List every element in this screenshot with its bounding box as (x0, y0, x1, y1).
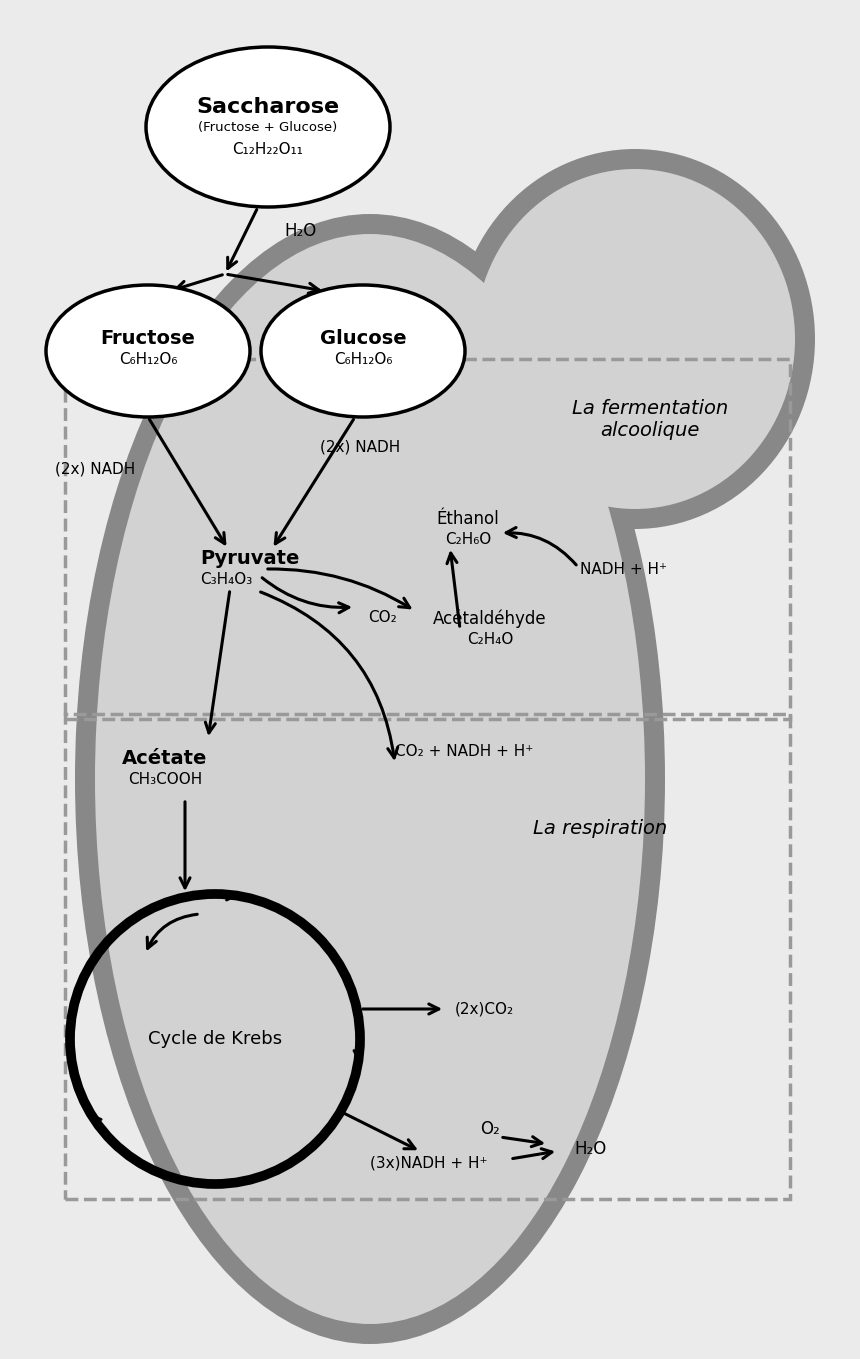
Text: Cycle de Krebs: Cycle de Krebs (148, 1030, 282, 1048)
Text: (2x) NADH: (2x) NADH (55, 462, 135, 477)
Text: (Fructose + Glucose): (Fructose + Glucose) (199, 121, 338, 133)
Ellipse shape (46, 285, 250, 417)
Text: CO₂: CO₂ (368, 609, 396, 625)
Text: CH₃COOH: CH₃COOH (128, 772, 202, 787)
Text: C₂H₄O: C₂H₄O (467, 632, 513, 647)
Text: Saccharose: Saccharose (196, 96, 340, 117)
Text: C₂H₆O: C₂H₆O (445, 531, 491, 546)
Text: C₃H₄O₃: C₃H₄O₃ (200, 572, 252, 587)
Ellipse shape (95, 234, 645, 1324)
Text: H₂O: H₂O (284, 222, 316, 241)
Ellipse shape (475, 169, 795, 510)
Text: Glucose: Glucose (320, 329, 406, 348)
Text: Fructose: Fructose (101, 329, 195, 348)
Bar (65, 713, 790, 1199)
Text: Pyruvate: Pyruvate (200, 549, 299, 568)
Text: (2x)CO₂: (2x)CO₂ (455, 1002, 514, 1017)
Text: NADH + H⁺: NADH + H⁺ (580, 561, 667, 576)
Text: (3x)NADH + H⁺: (3x)NADH + H⁺ (370, 1155, 488, 1170)
Text: C₆H₁₂O₆: C₆H₁₂O₆ (334, 352, 392, 367)
Text: C₆H₁₂O₆: C₆H₁₂O₆ (119, 352, 177, 367)
Text: La respiration: La respiration (533, 819, 667, 839)
Ellipse shape (146, 48, 390, 207)
Text: CO₂ + NADH + H⁺: CO₂ + NADH + H⁺ (395, 743, 533, 758)
Text: La fermentation
alcoolique: La fermentation alcoolique (572, 398, 728, 439)
Ellipse shape (75, 213, 665, 1344)
Ellipse shape (455, 149, 815, 529)
Text: Éthanol: Éthanol (437, 510, 500, 529)
Text: H₂O: H₂O (574, 1140, 606, 1158)
Text: O₂: O₂ (480, 1120, 500, 1137)
Text: C₁₂H₂₂O₁₁: C₁₂H₂₂O₁₁ (232, 141, 304, 156)
Bar (65, 359, 790, 719)
Text: Acétaldéhyde: Acétaldéhyde (433, 610, 547, 628)
Text: Acétate: Acétate (122, 750, 207, 768)
Text: (2x) NADH: (2x) NADH (320, 439, 400, 454)
Ellipse shape (261, 285, 465, 417)
